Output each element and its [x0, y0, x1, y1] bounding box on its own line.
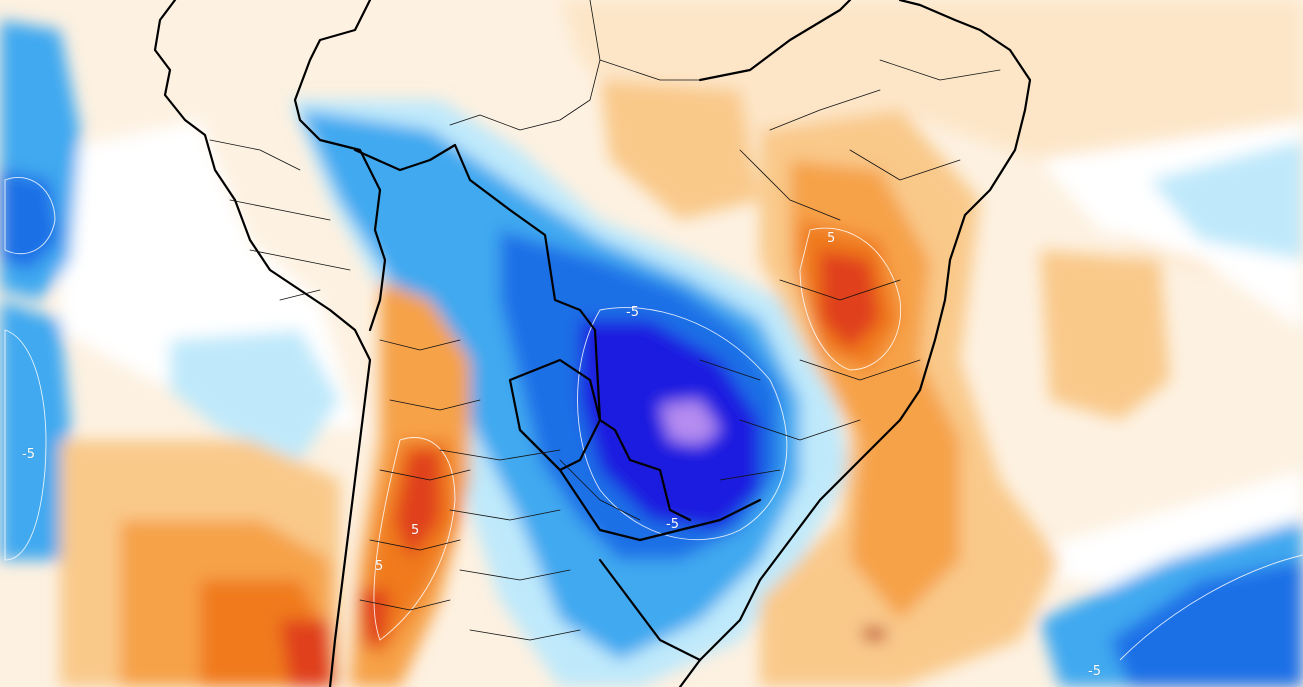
border-argentina [518, 428, 762, 542]
border-venezuela [449, 0, 701, 131]
coastline-north [698, 0, 852, 82]
state-borders-argentina [439, 449, 641, 641]
contour-label-west-pacific: -5 [22, 447, 35, 462]
field-pale-blue-east [1150, 140, 1303, 260]
contour-label-andes-south: 5 [375, 559, 383, 574]
contour-5-andes [373, 437, 456, 641]
coastline-atlantic [758, 0, 1032, 582]
field-light-orange-north [600, 80, 760, 220]
field-blue-southeast [1110, 560, 1303, 687]
contour-minus5-west-low [4, 329, 47, 561]
contour-label-andes-north: 5 [411, 523, 419, 538]
field-blue-west [0, 170, 60, 270]
field-red-pacific [280, 620, 335, 687]
contour-labels: 5 -5 -5 5 5 -5 -5 [22, 231, 1102, 680]
state-borders-brazil [699, 59, 1001, 481]
geographic-borders [153, 0, 1032, 687]
field-red-brazil [820, 250, 880, 350]
border-brazil-west [353, 143, 692, 522]
field-light-blue-west-lower [0, 300, 70, 560]
contour-label-north-brazil: 5 [827, 231, 835, 246]
border-andes-east [293, 0, 387, 332]
coastline-pacific [153, 0, 372, 687]
field-light-orange-atlantic [1040, 250, 1170, 420]
contour-minus5-west [4, 176, 56, 255]
field-red-andes [395, 450, 440, 560]
state-borders-andes [209, 139, 481, 611]
coastline-river-plate [678, 658, 702, 687]
contour-minus5-core [577, 307, 788, 541]
field-dark-red-south [862, 628, 886, 640]
contour-label-central-south-america: -5 [626, 305, 639, 320]
field-pale-blue-pacific [170, 330, 340, 460]
contour-lines [4, 176, 1303, 661]
contour-minus5-southeast [1119, 554, 1303, 661]
contour-label-south-brazil: -5 [666, 517, 679, 532]
contour-label-south-atlantic: -5 [1088, 664, 1101, 679]
contour-5-brazil [799, 227, 902, 371]
field-deep-purple-core [660, 400, 720, 445]
